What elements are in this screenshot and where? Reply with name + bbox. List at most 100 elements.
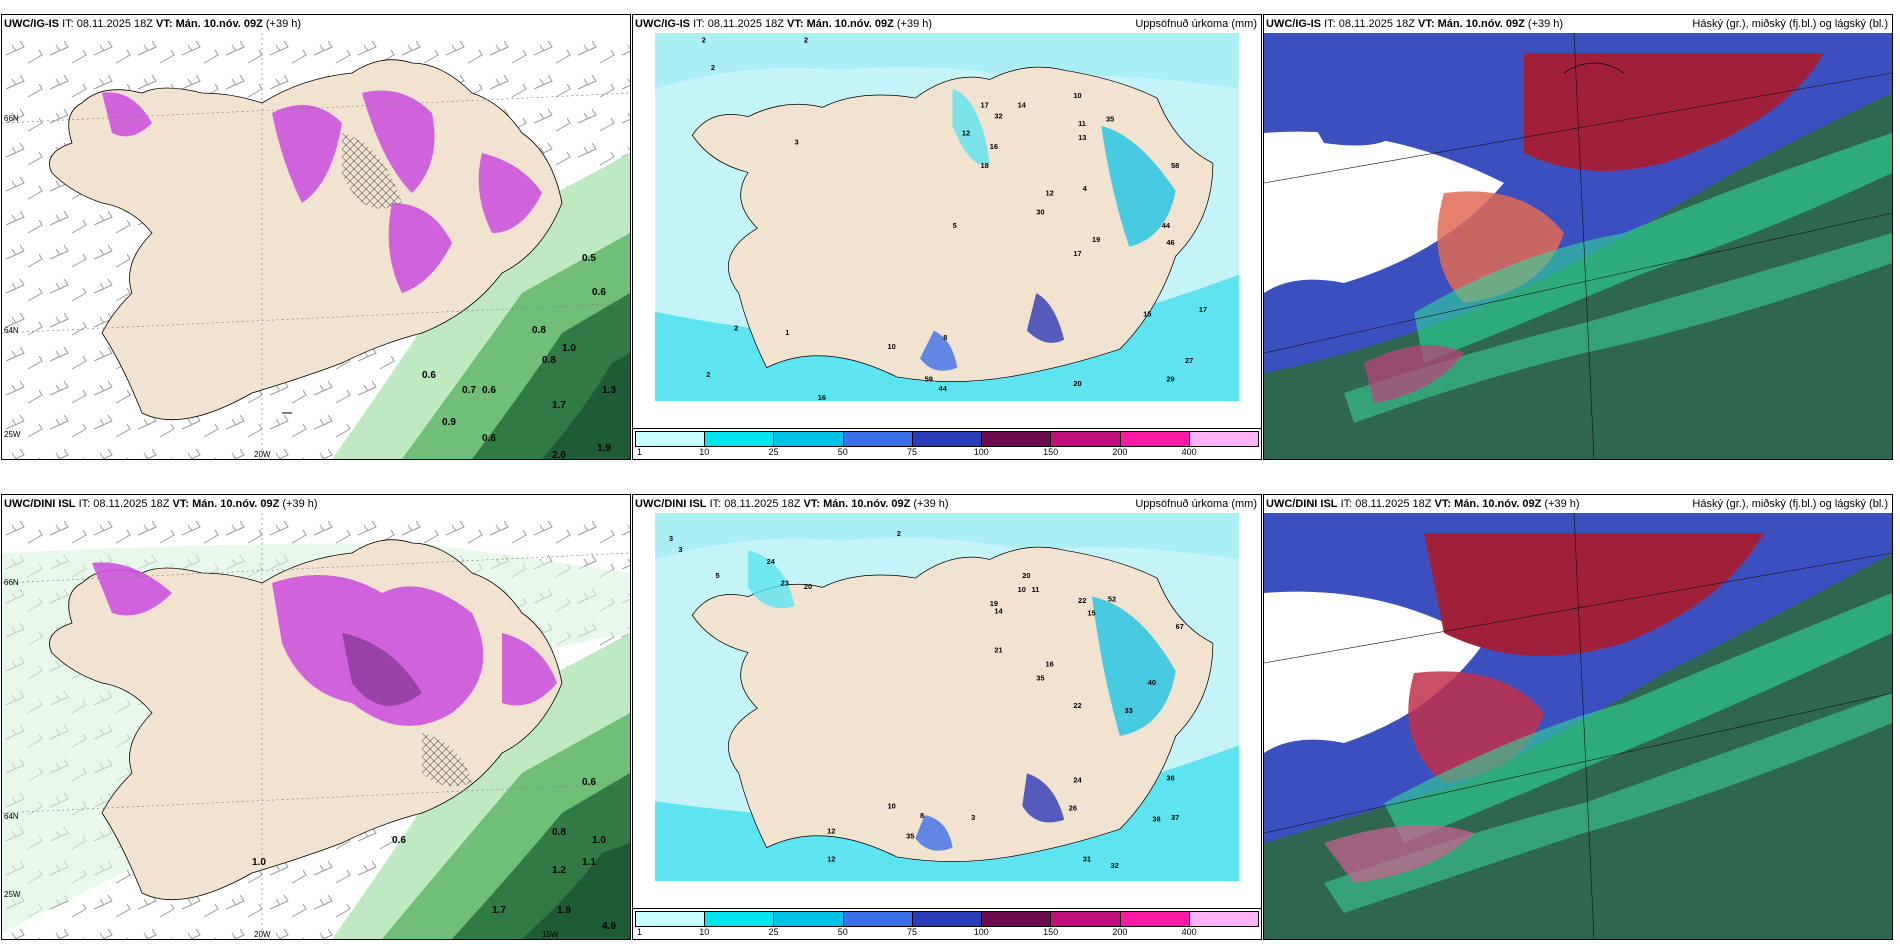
precip-label: 23 — [781, 579, 789, 588]
panel-subtitle: Háský (gr.), miðský (fj.bl.) og lágský (… — [1692, 18, 1888, 30]
precip-label: 3 — [669, 534, 673, 543]
snow-label: 0.5 — [582, 253, 596, 264]
precip-label: 3 — [795, 138, 799, 147]
precip-label: 21 — [994, 645, 1002, 654]
precip-label: 35 — [1036, 673, 1044, 682]
snow-label: 1.7 — [492, 905, 506, 916]
colorbar-label: 75 — [907, 927, 918, 937]
precip-label: 16 — [1046, 659, 1054, 668]
precip-label: 5 — [716, 571, 720, 580]
colorbar-label: 1 — [637, 447, 643, 457]
snow-label: 0.6 — [582, 777, 596, 788]
snow-label: 0.8 — [552, 827, 566, 838]
colorbar-swatch — [912, 912, 983, 926]
snow-label: 0.8 — [532, 325, 546, 336]
colorbar-label: 25 — [768, 447, 779, 457]
precip-map: 2 2 2 3 17 32 14 10 11 35 12 16 18 12 13… — [655, 33, 1239, 402]
precip-colorbar: 1 10 25 50 75 100 150 200 400 — [633, 908, 1261, 939]
precip-label: 4 — [1083, 184, 1088, 193]
precip-label: 3 — [971, 813, 975, 822]
precip-label: 2 — [711, 63, 715, 72]
precip-label: 16 — [818, 393, 826, 402]
colorbar-label: 1 — [637, 927, 643, 937]
colorbar-label: 150 — [1043, 447, 1059, 457]
precip-label: 46 — [1166, 238, 1174, 247]
colorbar-swatch — [636, 432, 706, 446]
snow-label: 0.9 — [442, 417, 456, 428]
colorbar-swatch — [774, 912, 844, 926]
colorbar-swatch — [705, 912, 775, 926]
precip-label: 2 — [706, 370, 710, 379]
colorbar-swatch — [982, 912, 1052, 926]
colorbar-swatch — [982, 432, 1052, 446]
colorbar-swatch — [1120, 432, 1190, 446]
precip-label: 10 — [888, 342, 896, 351]
precip-label: 44 — [1162, 221, 1171, 230]
snow-label: 1.0 — [592, 835, 606, 846]
precip-map: 3 3 2 5 24 23 20 20 10 11 22 15 19 14 21… — [655, 513, 1239, 882]
colorbar-label: 400 — [1181, 447, 1197, 457]
colorbar-label: 25 — [768, 927, 779, 937]
colorbar-swatch — [1051, 912, 1121, 926]
precip-label: 12 — [1046, 189, 1054, 198]
precip-label: 2 — [702, 35, 706, 44]
panel-subtitle: Háský (gr.), miðský (fj.bl.) og lágský (… — [1692, 498, 1888, 510]
colorbar-label: 150 — [1043, 927, 1059, 937]
precip-label: 44 — [939, 384, 948, 393]
snow-label: 0.8 — [542, 355, 556, 366]
precip-label: 15 — [1087, 608, 1095, 617]
precip-label: 11 — [1032, 585, 1040, 594]
lat-label-66n: 66N — [4, 578, 19, 587]
panel-title: UWC/IG-IS IT: 08.11.2025 18Z VT: Mán. 10… — [4, 18, 302, 30]
precip-label: 12 — [827, 855, 835, 864]
snow-label: 0.6 — [392, 835, 406, 846]
snow-label: 2.0 — [552, 450, 566, 459]
precip-label: 29 — [1166, 375, 1174, 384]
precip-label: 32 — [1111, 861, 1119, 870]
colorbar-swatch — [774, 432, 844, 446]
precip-label: 8 — [920, 811, 924, 820]
panel-dini-cloud: UWC/DINI ISL IT: 08.11.2025 18Z VT: Mán.… — [1263, 494, 1893, 940]
snow-label: 1.9 — [557, 905, 571, 916]
snow-label: 1.3 — [602, 385, 616, 396]
precip-label: 19 — [990, 599, 998, 608]
colorbar-label: 50 — [837, 927, 848, 937]
panel-subtitle: Uppsöfnuð úrkoma (mm) — [1135, 498, 1257, 510]
precip-label: 18 — [980, 161, 988, 170]
cloud-map — [1264, 33, 1892, 459]
precip-label: 10 — [1073, 91, 1081, 100]
precip-label: 13 — [1078, 133, 1086, 142]
snow-label: 1.7 — [552, 400, 566, 411]
precip-label: 2 — [804, 35, 808, 44]
colorbar-label: 200 — [1112, 447, 1128, 457]
panel-subtitle: Uppsöfnuð úrkoma (mm) — [1135, 18, 1257, 30]
precip-label: 3 — [678, 545, 682, 554]
snow-label: 0.6 — [422, 370, 436, 381]
panel-title: UWC/IG-IS IT: 08.11.2025 18Z VT: Mán. 10… — [635, 18, 933, 30]
precip-label: 31 — [1083, 855, 1091, 864]
colorbar-label: 10 — [699, 927, 710, 937]
precip-label: 26 — [1069, 803, 1077, 812]
panel-title: UWC/DINI ISL IT: 08.11.2025 18Z VT: Mán.… — [635, 498, 949, 510]
precip-label: 5 — [953, 221, 957, 230]
precip-label: 17 — [1073, 249, 1081, 258]
colorbar-swatch — [1189, 432, 1258, 446]
snow-label: 0.7 — [462, 385, 476, 396]
precip-colorbar: 1 10 25 50 75 100 150 200 400 — [633, 428, 1261, 459]
panel-title: UWC/DINI ISL IT: 08.11.2025 18Z VT: Mán.… — [4, 498, 318, 510]
precip-label: 12 — [962, 128, 970, 137]
precip-label: 32 — [994, 112, 1002, 121]
precip-label: 20 — [804, 582, 812, 591]
precip-label: 40 — [1148, 678, 1156, 687]
cloud-map — [1264, 513, 1892, 939]
precip-label: 36 — [1166, 774, 1174, 783]
precip-label: 35 — [906, 831, 914, 840]
colorbar-swatch — [705, 432, 775, 446]
precip-label: 19 — [1092, 235, 1100, 244]
snow-label: 4.9 — [602, 921, 616, 932]
precip-label: 14 — [994, 606, 1003, 615]
precip-label: 14 — [1018, 100, 1027, 109]
precip-label: 10 — [1018, 585, 1026, 594]
panel-igis-cloud: UWC/IG-IS IT: 08.11.2025 18Z VT: Mán. 10… — [1263, 14, 1893, 460]
colorbar-swatch — [1189, 912, 1258, 926]
